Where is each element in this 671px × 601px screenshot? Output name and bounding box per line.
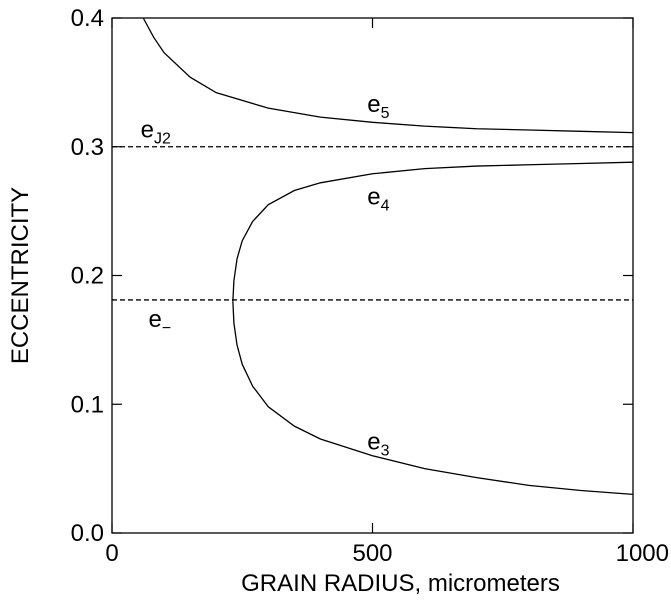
x-tick-label-1: 500: [352, 540, 392, 567]
series-e3-line: [232, 301, 634, 496]
y-tick-label-1: 0.1: [71, 391, 104, 418]
y-tick-label-0: 0.0: [71, 520, 104, 547]
y-tick-label-4: 0.4: [71, 5, 104, 32]
x-axis-title: GRAIN RADIUS, micrometers: [241, 570, 560, 597]
y-tick-label-3: 0.3: [71, 134, 104, 161]
x-tick-label-0: 0: [105, 540, 118, 567]
label-e4: e4: [367, 184, 389, 215]
label-e-: e−: [148, 306, 171, 337]
y-axis-title: ECCENTRICITY: [7, 187, 34, 364]
label-e3: e3: [367, 428, 389, 459]
label-e5: e5: [367, 91, 389, 122]
series-e4-line: [232, 161, 634, 302]
label-eJ2: eJ2: [141, 117, 171, 148]
series-e5-line: [142, 17, 634, 134]
y-tick-label-2: 0.2: [71, 263, 104, 290]
plot-area: 0.0 0.1 0.2 0.3 0.4 0 500 1000 e5 eJ2 e4 e− e3: [71, 5, 669, 567]
x-tick-label-2: 1000: [616, 540, 669, 567]
